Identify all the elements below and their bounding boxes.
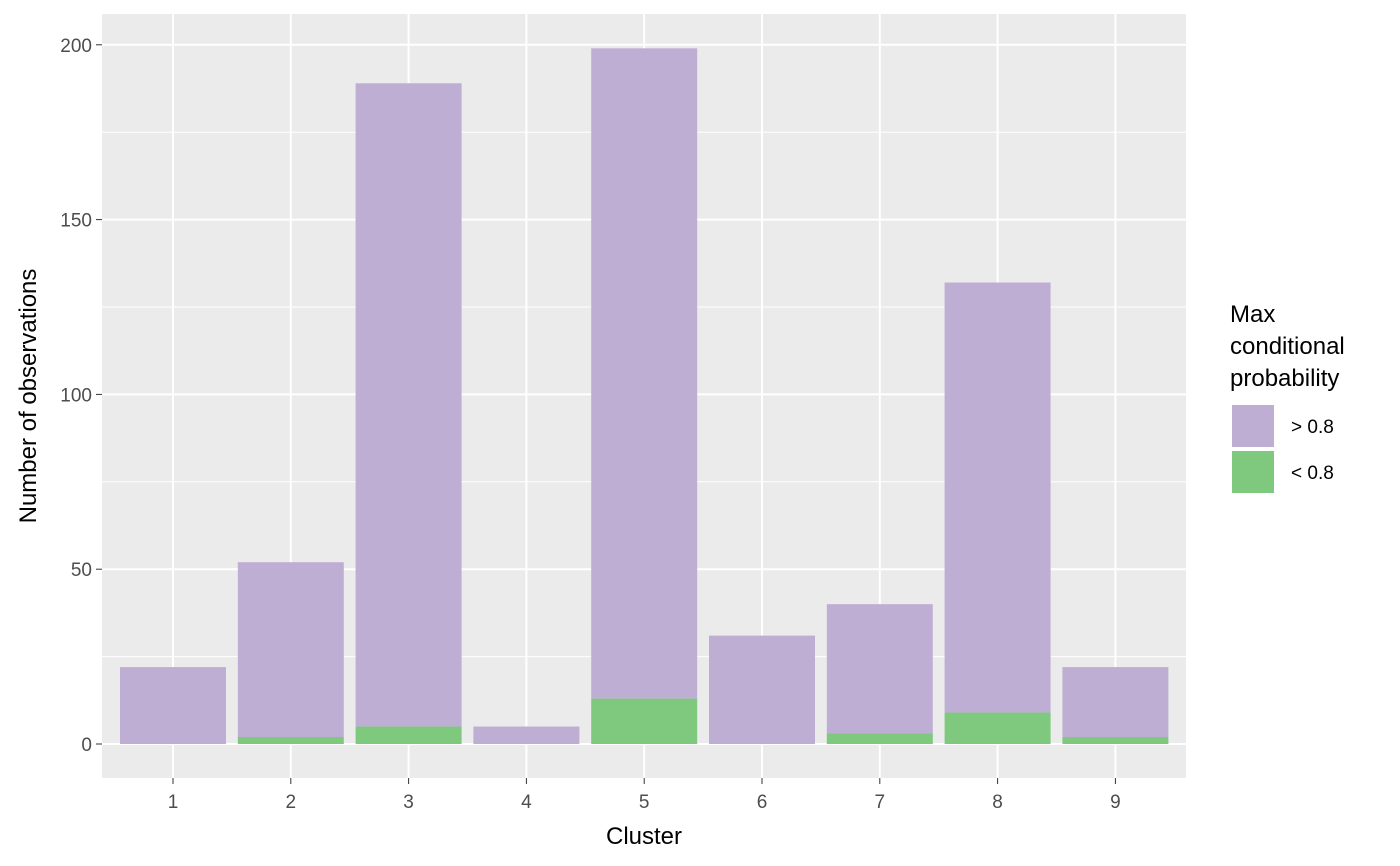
y-tick-label-200: 200 [60, 36, 92, 57]
legend-key-high [1230, 403, 1276, 449]
bar-cluster-5-low [591, 698, 698, 744]
y-tick-label-100: 100 [60, 385, 92, 406]
bar-cluster-8-high [944, 282, 1051, 713]
y-axis-title: Number of observations [15, 269, 42, 524]
legend-label-low: < 0.8 [1291, 463, 1334, 484]
bars [120, 48, 1169, 744]
bar-cluster-8-low [944, 712, 1051, 744]
x-axis: 1 2 3 4 5 6 7 8 9 [168, 778, 1121, 813]
bar-cluster-9-high [1062, 667, 1169, 738]
bar-cluster-6-high [709, 635, 815, 744]
legend-title-line-3: probability [1230, 365, 1339, 392]
y-tick-label-0: 0 [81, 735, 92, 756]
bar-cluster-2-low [237, 737, 344, 744]
x-tick-label-6: 6 [757, 792, 768, 813]
y-tick-label-50: 50 [71, 560, 92, 581]
x-tick-label-4: 4 [521, 792, 532, 813]
x-tick-label-9: 9 [1110, 792, 1121, 813]
bar-cluster-7-high [826, 604, 933, 734]
legend: Max conditional probability > 0.8 < 0.8 [1230, 301, 1345, 495]
legend-title-line-2: conditional [1230, 333, 1345, 360]
bar-cluster-9-low [1062, 737, 1169, 744]
legend-label-high: > 0.8 [1291, 417, 1334, 438]
x-tick-label-3: 3 [403, 792, 414, 813]
bar-cluster-7-low [826, 733, 933, 744]
x-tick-label-5: 5 [639, 792, 650, 813]
x-tick-label-2: 2 [286, 792, 297, 813]
bar-cluster-5-high [591, 48, 698, 699]
legend-title-line-1: Max [1230, 301, 1275, 328]
bar-cluster-1-high [120, 667, 226, 744]
bar-cluster-3-high [355, 83, 462, 727]
legend-key-low [1230, 449, 1276, 495]
x-tick-label-7: 7 [875, 792, 886, 813]
y-axis: 0 50 100 150 200 [60, 36, 102, 756]
bar-cluster-4-high [473, 726, 580, 744]
bar-cluster-3-low [355, 726, 462, 744]
x-tick-label-8: 8 [992, 792, 1003, 813]
bar-cluster-2-high [237, 562, 344, 738]
y-tick-label-150: 150 [60, 211, 92, 232]
x-axis-title: Cluster [606, 823, 682, 850]
x-tick-label-1: 1 [168, 792, 179, 813]
